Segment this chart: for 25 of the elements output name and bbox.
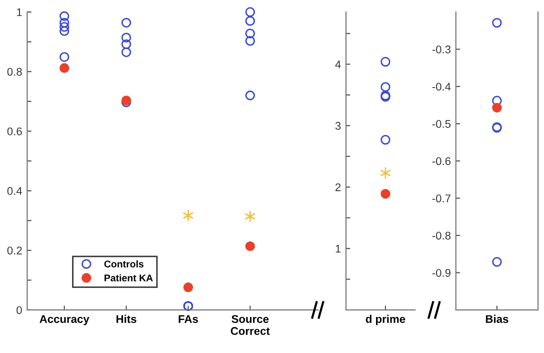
y-tick-label: -0.6 [432, 157, 451, 166]
x-tick-label: Source Correct [230, 315, 270, 335]
y-tick-label: -0.9 [432, 268, 450, 277]
y-tick-label: -0.5 [432, 120, 451, 128]
y-tick-label: -0.7 [432, 194, 450, 202]
y-tick-label: -0.8 [432, 232, 451, 240]
y-tick-label: -0.4 [432, 82, 451, 91]
y-tick-label: 0.6 [7, 127, 22, 136]
x-tick-label: Bias [486, 314, 508, 323]
y-tick-label: 4 [335, 60, 341, 68]
y-tick-label: 1 [336, 244, 341, 253]
legend-label: Controls [104, 260, 144, 268]
y-tick-label: 0.4 [7, 187, 22, 195]
x-tick-label: Accuracy [40, 315, 90, 326]
legend-label: Patient KA [104, 274, 153, 282]
y-tick-label: 1 [17, 8, 22, 16]
x-tick-label: FAs [178, 315, 198, 323]
y-tick-label: -0.3 [432, 46, 451, 54]
y-tick-label: 2 [336, 183, 341, 192]
y-tick-label: 0.8 [7, 68, 22, 76]
y-tick-label: 0.2 [7, 246, 22, 254]
x-tick-label: d prime [366, 314, 406, 326]
y-tick-label: 3 [335, 122, 341, 130]
y-tick-label: 0 [16, 306, 22, 314]
x-tick-label: Hits [116, 314, 136, 323]
